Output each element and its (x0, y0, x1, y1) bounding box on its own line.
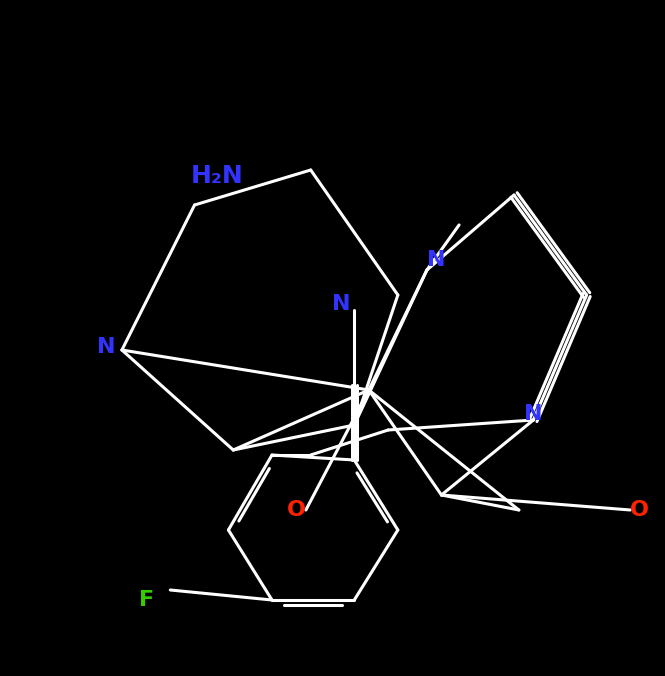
Text: N: N (428, 250, 446, 270)
Text: O: O (287, 500, 306, 520)
Text: O: O (630, 500, 649, 520)
Text: N: N (524, 404, 543, 424)
Text: N: N (96, 337, 115, 357)
Text: H₂N: H₂N (191, 164, 243, 188)
Text: N: N (332, 293, 350, 314)
Text: F: F (138, 590, 154, 610)
